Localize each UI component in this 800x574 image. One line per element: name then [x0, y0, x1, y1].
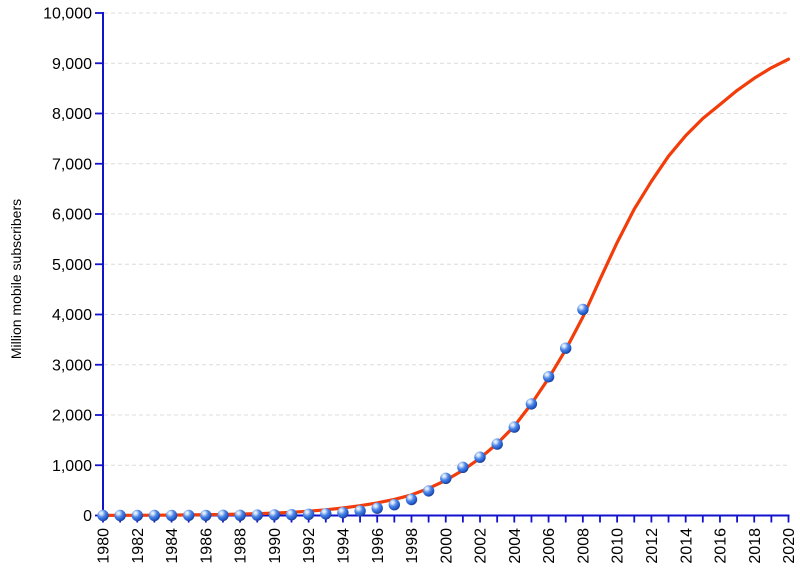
x-tick-label: 2002 [473, 528, 490, 564]
y-tick-label: 4,000 [52, 307, 92, 324]
x-tick-label: 1994 [336, 528, 353, 564]
data-point [525, 398, 538, 410]
x-tick-label: 1998 [404, 528, 421, 564]
y-tick-label: 3,000 [52, 357, 92, 374]
data-point [560, 342, 572, 354]
data-point [320, 508, 332, 520]
data-point [200, 509, 212, 522]
x-tick-label: 2018 [747, 528, 764, 564]
data-point [148, 509, 161, 522]
y-tick-label: 10,000 [43, 6, 92, 23]
x-tick-label: 2000 [438, 528, 455, 564]
x-tick-label: 2012 [644, 528, 661, 564]
data-point [131, 509, 143, 522]
data-point [422, 485, 435, 497]
x-tick-label: 1986 [198, 528, 215, 564]
data-point [577, 303, 589, 316]
data-point [97, 509, 109, 522]
data-point [405, 493, 418, 506]
data-point [251, 509, 263, 521]
data-point [268, 509, 281, 521]
x-tick-label: 1992 [301, 528, 318, 564]
x-tick-label: 2006 [541, 528, 558, 564]
data-point [234, 509, 246, 521]
x-tick-label: 2008 [575, 528, 592, 564]
y-tick-label: 2,000 [52, 408, 92, 425]
data-point [285, 509, 298, 521]
y-tick-label: 9,000 [52, 56, 92, 73]
data-point [337, 507, 349, 519]
y-tick-label: 1,000 [52, 458, 92, 475]
data-point [457, 461, 469, 473]
data-point [508, 421, 520, 433]
data-point [440, 472, 452, 484]
y-tick-label: 6,000 [52, 207, 92, 224]
data-point [114, 509, 126, 522]
x-tick-label: 2010 [610, 528, 627, 564]
x-tick-label: 2020 [781, 528, 798, 564]
fit-curve-layer [101, 57, 791, 517]
tick-labels-layer: 0 1,000 2,000 3,000 4,000 5,000 6,000 7,000 8,00… [43, 6, 798, 564]
x-tick-label: 2014 [678, 528, 695, 564]
data-point [354, 505, 366, 517]
data-point [165, 509, 178, 522]
axes-layer [95, 12, 790, 523]
x-tick-label: 1990 [267, 528, 284, 564]
y-tick-label: 7,000 [52, 156, 92, 173]
x-tick-label: 1980 [96, 528, 113, 564]
data-point [183, 509, 195, 522]
gridlines-layer [104, 12, 789, 466]
data-point [302, 508, 315, 520]
data-point [542, 371, 555, 383]
data-point [491, 438, 503, 450]
data-points-layer [97, 303, 589, 522]
x-tick-label: 2004 [507, 528, 524, 564]
y-tick-label: 5,000 [52, 257, 92, 274]
data-point [388, 499, 400, 511]
y-tick-label: 0 [83, 508, 92, 525]
data-point [474, 451, 486, 463]
x-tick-label: 1982 [130, 528, 147, 564]
fit-curve-line [101, 57, 791, 517]
x-tick-label: 1988 [233, 528, 250, 564]
x-tick-label: 1996 [370, 528, 387, 564]
data-point [371, 502, 383, 514]
x-tick-label: 1984 [164, 528, 181, 564]
y-tick-label: 8,000 [52, 106, 92, 123]
x-tick-label: 2016 [713, 528, 730, 564]
data-point [217, 509, 229, 521]
